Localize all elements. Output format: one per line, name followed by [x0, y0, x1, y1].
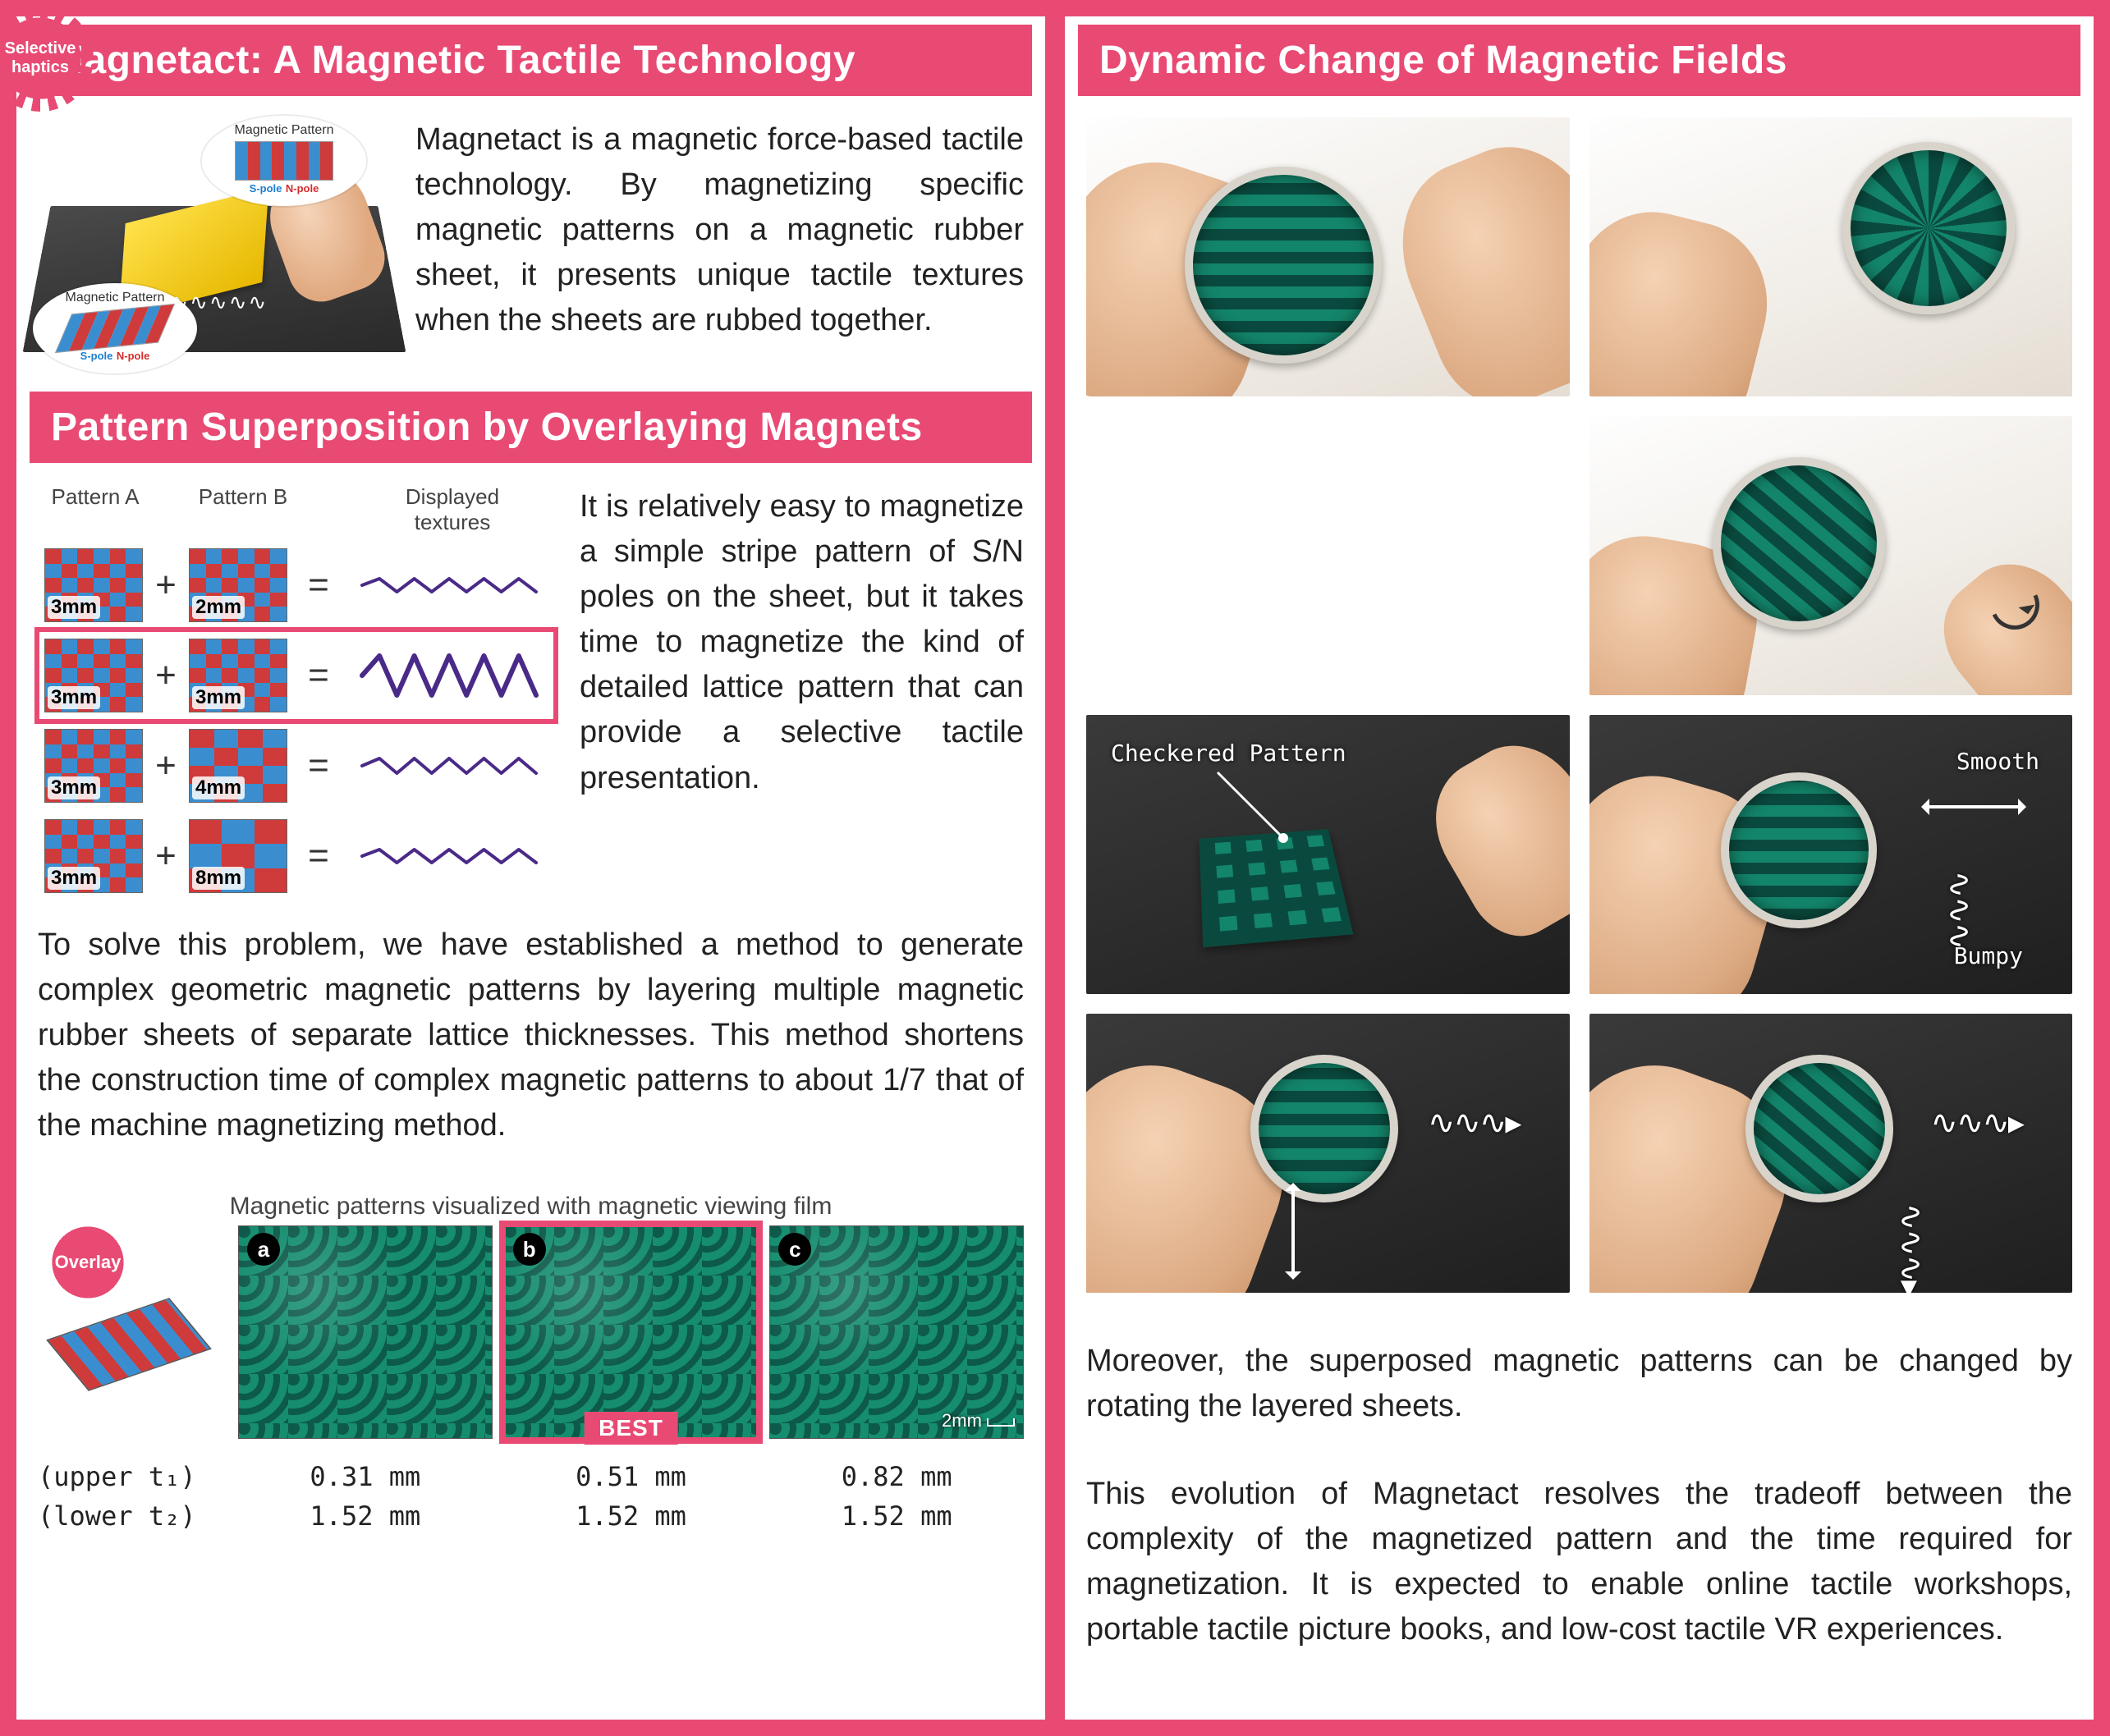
equals-icon: = — [294, 655, 343, 696]
viewing-film-panel: c 2mm — [769, 1225, 1024, 1439]
vf-data-col: 0.82 mm 1.52 mm — [769, 1457, 1024, 1536]
intro-row: ∿∿∿∿∿∿∿∿ Magnetic Pattern S-pole N-pole … — [38, 117, 1024, 372]
photo-drag-updown: ∿∿∿▸ — [1086, 1014, 1570, 1293]
photo-checkered-sheet: Checkered Pattern — [1086, 715, 1570, 994]
pattern-b-mm: 4mm — [192, 776, 245, 799]
callout-top-label: Magnetic Pattern — [213, 122, 355, 138]
header-textures: Displayed textures — [350, 484, 555, 535]
panel-tag: c — [778, 1233, 811, 1266]
intro-text: Magnetact is a magnetic force-based tact… — [415, 117, 1024, 343]
updown-arrow-icon — [1291, 1186, 1295, 1276]
stripe-swatch-horizontal — [235, 141, 333, 181]
bumpy-squiggle-icon: ∿∿∿ — [1941, 871, 1979, 949]
s-pole-label-2: S-pole — [80, 350, 113, 362]
equals-icon: = — [294, 836, 343, 877]
best-label: BEST — [584, 1412, 678, 1445]
texture-waveform — [343, 651, 555, 700]
overlay-burst-label: Overlay — [55, 1252, 122, 1273]
sp-row: 3mm +3mm = — [38, 630, 555, 721]
photo-disc-front — [1086, 117, 1570, 396]
viewing-film-panel: a — [238, 1225, 493, 1439]
squiggle-h2-icon: ∿∿∿▸ — [1930, 1104, 2023, 1142]
overlay-burst: Overlay — [43, 1217, 133, 1308]
pattern-b-mm: 8mm — [192, 867, 245, 890]
superposition-diagram: Pattern A Pattern B Displayed textures 3… — [38, 484, 555, 901]
vf-data-col: 0.31 mm 1.52 mm — [238, 1457, 493, 1536]
plus-icon: + — [149, 565, 182, 606]
pattern-b-mm: 2mm — [192, 596, 245, 619]
callout-bottom: Magnetic Pattern S-pole N-pole — [33, 283, 197, 373]
photo-disc-tilt — [1589, 117, 2073, 396]
intro-figure: ∿∿∿∿∿∿∿∿ Magnetic Pattern S-pole N-pole … — [38, 117, 391, 372]
squiggle-v-icon: ∿∿∿▸ — [1892, 1203, 1930, 1293]
right-para1: Moreover, the superposed magnetic patter… — [1086, 1339, 2072, 1429]
sp-row: 3mm +8mm = — [38, 811, 555, 901]
superposition-text: It is relatively easy to magnetize a sim… — [580, 484, 1024, 801]
header-pattern-a: Pattern A — [38, 484, 153, 535]
header-pattern-b: Pattern B — [186, 484, 300, 535]
plus-icon: + — [149, 655, 182, 696]
right-column: Dynamic Change of Magnetic Fields — [1065, 16, 2094, 1720]
section-title-dynamic: Dynamic Change of Magnetic Fields — [1078, 25, 2080, 96]
stripe-swatch-diagonal — [55, 304, 175, 353]
panel-tag: a — [247, 1233, 280, 1266]
plus-icon: + — [149, 836, 182, 877]
right-para2: This evolution of Magnetact resolves the… — [1086, 1472, 2072, 1652]
s-pole-label: S-pole — [250, 182, 282, 195]
texture-waveform — [343, 831, 555, 881]
texture-waveform — [343, 561, 555, 610]
smooth-arrow-icon — [1924, 805, 2023, 808]
photo-disc-rotate — [1589, 416, 2073, 695]
n-pole-label: N-pole — [286, 182, 319, 195]
photo-grid: Checkered Pattern Smooth Bumpy ∿∿∿ ∿∿∿▸ — [1086, 117, 2072, 1293]
upper-t1-label: (upper t₁) — [38, 1457, 227, 1496]
poster-root: Magnetact: A Magnetic Tactile Technology… — [0, 0, 2110, 1736]
annot-smooth: Smooth — [1956, 748, 2039, 775]
plus-icon: + — [149, 745, 182, 786]
vf-data-col: 0.51 mm 1.52 mm — [504, 1457, 759, 1536]
annot-checkered: Checkered Pattern — [1111, 740, 1346, 767]
pattern-a-mm: 3mm — [48, 686, 100, 709]
sp-row: 3mm +2mm = — [38, 540, 555, 630]
viewing-film-row: Overlay a bBEST c 2mm — [38, 1225, 1024, 1439]
stack-sheet-upper — [46, 1299, 212, 1392]
section-title-magnetact: Magnetact: A Magnetic Tactile Technology — [30, 25, 1032, 96]
sp-row: 3mm +4mm = — [38, 721, 555, 811]
pattern-a-mm: 3mm — [48, 867, 100, 890]
lower-t2-label: (lower t₂) — [38, 1496, 227, 1536]
panel-tag: b — [513, 1233, 546, 1266]
viewing-film-data: (upper t₁) (lower t₂) 0.31 mm 1.52 mm0.5… — [38, 1457, 1024, 1536]
pattern-a-mm: 3mm — [48, 776, 100, 799]
vf-row-labels: (upper t₁) (lower t₂) — [38, 1457, 227, 1536]
n-pole-label-2: N-pole — [117, 350, 149, 362]
photo-drag-both: ∿∿∿▸ ∿∿∿▸ — [1589, 1014, 2073, 1293]
burst-label: Selective haptics — [5, 39, 76, 77]
photo-smooth-bumpy: Smooth Bumpy ∿∿∿ — [1589, 715, 2073, 994]
viewing-film-caption: Magnetic patterns visualized with magnet… — [38, 1193, 1024, 1221]
pattern-b-mm: 3mm — [192, 686, 245, 709]
squiggle-h-icon: ∿∿∿▸ — [1428, 1104, 1521, 1142]
texture-waveform — [343, 741, 555, 790]
overlay-stack-graphic: Overlay — [38, 1225, 227, 1439]
scale-bar-label: 2mm — [942, 1410, 1015, 1431]
left-column: Magnetact: A Magnetic Tactile Technology… — [16, 16, 1045, 1720]
section-title-superposition: Pattern Superposition by Overlaying Magn… — [30, 392, 1032, 463]
pattern-a-mm: 3mm — [48, 596, 100, 619]
superposition-row: Pattern A Pattern B Displayed textures 3… — [38, 484, 1024, 901]
callout-bottom-label: Magnetic Pattern — [44, 290, 186, 305]
viewing-film-panel: bBEST — [504, 1225, 759, 1439]
equals-icon: = — [294, 745, 343, 786]
equals-icon: = — [294, 565, 343, 606]
callout-top: Magnetic Pattern S-pole N-pole — [202, 116, 366, 206]
sp-headers: Pattern A Pattern B Displayed textures — [38, 484, 555, 535]
solve-text: To solve this problem, we have establish… — [38, 923, 1024, 1148]
